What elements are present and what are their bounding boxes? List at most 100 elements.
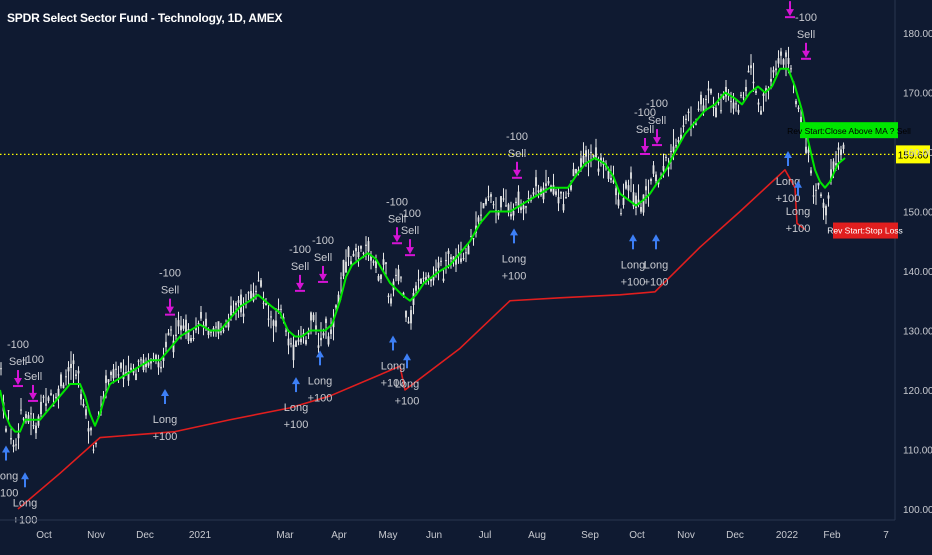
price-candle [350,261,352,264]
price-candle [797,107,800,110]
price-candle [432,274,435,281]
price-candle [135,373,137,381]
price-candle [270,316,272,318]
price-candle [502,198,505,200]
chart-title: SPDR Select Sector Fund - Technology, 1D… [7,11,283,25]
price-candle [712,107,715,109]
price-candle [212,328,215,331]
sell-arrowhead-icon [166,306,174,314]
x-tick-label: Dec [726,530,744,541]
price-candle [87,428,90,432]
price-candle [7,410,10,412]
price-candle [187,329,190,341]
price-candle [237,300,240,303]
long-label: Long [776,176,800,188]
long-label: Long [644,259,668,271]
long-arrowhead-icon [21,472,29,480]
price-candle [722,95,725,99]
price-candle [210,331,212,333]
long-amount: +100 [153,431,178,443]
price-candle [195,327,197,331]
price-candle [227,320,230,328]
price-candle [40,401,42,415]
price-candle [637,199,640,206]
price-candle [320,337,322,341]
price-candle [505,205,507,207]
price-candle [462,258,465,260]
price-candle [787,58,790,65]
price-candle [482,203,485,209]
price-candle [525,206,527,208]
price-candle [407,321,410,324]
price-candle [597,168,600,172]
price-candle [197,323,200,325]
price-candle [367,241,370,252]
price-candle [590,151,592,153]
price-candle [735,103,737,105]
price-candle [697,108,700,110]
long-arrowhead-icon [292,377,300,385]
price-candle [365,244,367,246]
price-candle [352,253,355,257]
price-candle [652,165,655,174]
price-candle [717,102,720,104]
price-candle [185,319,187,334]
price-candle [817,182,820,186]
price-candle [490,194,492,197]
price-candle [425,276,427,282]
price-candle [422,277,425,279]
price-candle [492,204,495,206]
price-candle [105,375,107,384]
price-candle [682,125,685,127]
price-candle [162,357,165,362]
x-tick-label: Sep [581,530,599,541]
price-candle [677,139,680,143]
price-candle [272,320,275,326]
y-tick-label: 170.00 [903,89,932,100]
price-candle [75,374,77,376]
price-candle [725,86,727,97]
price-candle [177,320,180,327]
price-candle [635,195,637,208]
price-candle [585,150,587,157]
price-candle [837,147,840,150]
price-candle [150,359,152,364]
x-tick-label: Dec [136,530,154,541]
sell-amount: -100 [634,107,656,119]
y-tick-label: 150.00 [903,208,932,219]
sell-arrowhead-icon [393,235,401,243]
price-candle [790,68,792,70]
price-candle [822,202,825,208]
price-candle [810,170,812,174]
current-price-label: 159.60 [898,150,929,161]
price-candle [695,123,697,125]
price-candle [517,191,520,209]
price-candle [215,326,217,328]
price-candle [15,444,17,446]
price-candle [572,169,575,177]
price-candle [302,333,305,335]
price-candle [232,312,235,314]
price-candle [715,107,717,118]
price-candle [827,195,830,199]
price-candle [72,360,75,365]
long-amount: +100 [381,377,406,389]
price-candle [345,261,347,273]
long-label: Long [284,402,308,414]
long-label: Long [0,471,18,483]
price-candle [760,110,762,115]
y-tick-label: 130.00 [903,327,932,338]
price-candle [50,393,52,395]
price-candle [775,68,777,71]
price-candle [507,204,510,213]
x-tick-label: Mar [276,530,294,541]
price-candle [455,256,457,265]
price-candle [20,409,22,411]
price-candle [655,174,657,182]
price-candle [307,332,310,335]
long-amount: +100 [395,395,420,407]
price-candle [160,366,162,369]
long-arrowhead-icon [2,445,10,453]
rev-stop-loss-label: Rev Start:Stop Loss [827,226,903,236]
